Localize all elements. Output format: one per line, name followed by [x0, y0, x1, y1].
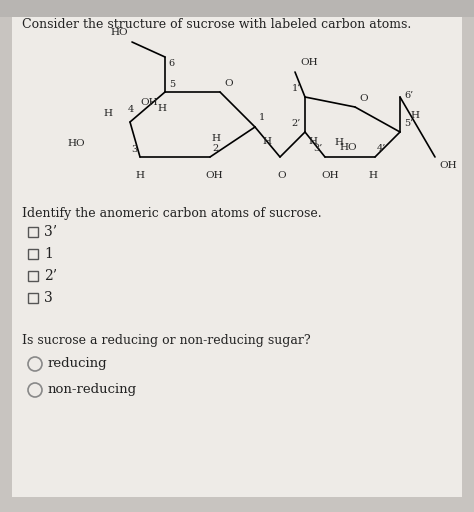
- Bar: [0, 0, 474, 17]
- Text: 4: 4: [128, 105, 134, 114]
- Text: 3’: 3’: [314, 144, 323, 153]
- Text: OH: OH: [300, 58, 318, 67]
- Text: OH: OH: [140, 98, 158, 107]
- Text: 5’: 5’: [404, 119, 413, 128]
- Text: H: H: [309, 137, 318, 146]
- Text: OH: OH: [321, 171, 339, 180]
- Text: reducing: reducing: [48, 357, 108, 371]
- Text: H: H: [368, 171, 377, 180]
- Text: 2: 2: [212, 144, 218, 153]
- Text: 3: 3: [132, 145, 138, 154]
- Text: 6’: 6’: [404, 91, 413, 99]
- Text: 3: 3: [44, 291, 53, 305]
- Text: OH: OH: [439, 161, 456, 170]
- Text: 6: 6: [168, 59, 174, 68]
- Text: H: H: [263, 137, 272, 146]
- Text: H: H: [157, 104, 166, 113]
- Text: 1’: 1’: [292, 84, 301, 93]
- Text: non-reducing: non-reducing: [48, 383, 137, 396]
- Text: 3’: 3’: [44, 225, 57, 239]
- Bar: [28, 249, 38, 259]
- Text: 1: 1: [259, 113, 265, 122]
- Text: H: H: [136, 171, 145, 180]
- Text: 4’: 4’: [377, 144, 386, 153]
- Bar: [28, 227, 38, 237]
- Text: HO: HO: [339, 142, 357, 152]
- Text: 2’: 2’: [44, 269, 57, 283]
- Text: OH: OH: [205, 171, 223, 180]
- Text: Consider the structure of sucrose with labeled carbon atoms.: Consider the structure of sucrose with l…: [22, 18, 411, 31]
- Bar: [28, 293, 38, 303]
- Text: O: O: [359, 94, 368, 103]
- Text: O: O: [278, 171, 286, 180]
- Text: H: H: [410, 111, 419, 120]
- Text: H: H: [103, 110, 112, 118]
- Text: Is sucrose a reducing or non-reducing sugar?: Is sucrose a reducing or non-reducing su…: [22, 334, 310, 347]
- Text: Identify the anomeric carbon atoms of sucrose.: Identify the anomeric carbon atoms of su…: [22, 207, 322, 220]
- Bar: [28, 271, 38, 281]
- Text: 5: 5: [169, 80, 175, 89]
- Text: O: O: [224, 79, 233, 88]
- Text: 2’: 2’: [292, 119, 301, 128]
- Text: H: H: [335, 138, 344, 147]
- Text: HO: HO: [67, 139, 85, 148]
- Text: HO: HO: [110, 28, 128, 37]
- Text: H: H: [211, 134, 220, 143]
- Text: 1: 1: [44, 247, 53, 261]
